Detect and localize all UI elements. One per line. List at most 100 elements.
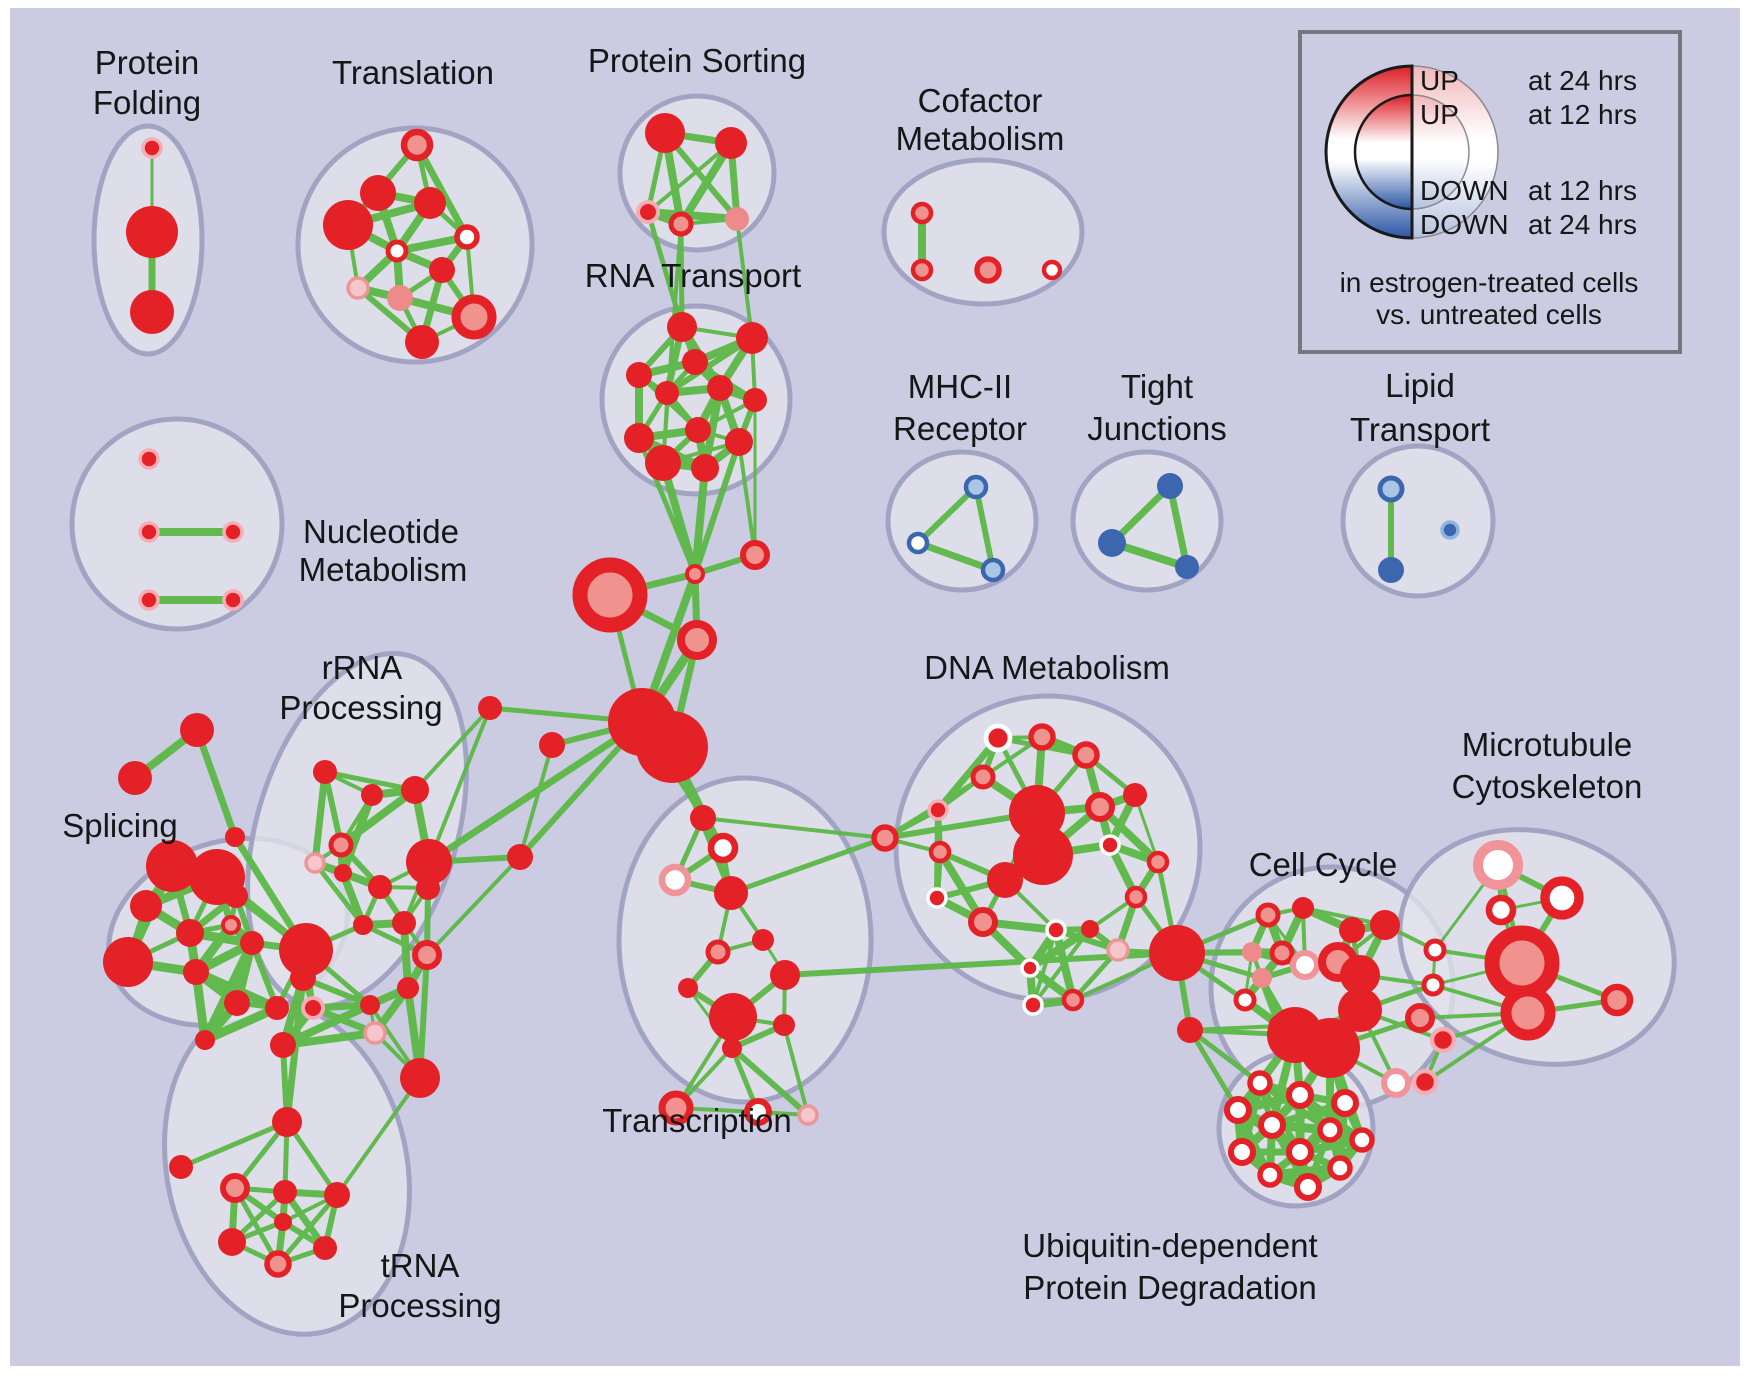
node-mt3[interactable] <box>1485 894 1517 926</box>
node-rr5[interactable] <box>304 852 326 874</box>
node-cc7[interactable] <box>1290 950 1320 980</box>
node-tp3[interactable] <box>324 1182 350 1208</box>
node-m2[interactable] <box>906 531 930 555</box>
node-tx6[interactable] <box>705 939 731 965</box>
node-f2[interactable] <box>1411 1068 1439 1096</box>
node-m1[interactable] <box>963 474 989 500</box>
node-dn10[interactable] <box>1013 825 1073 885</box>
node-dn14[interactable] <box>926 887 948 909</box>
node-t2[interactable] <box>1098 529 1126 557</box>
node-sp3[interactable] <box>130 890 162 922</box>
node-cc3[interactable] <box>1339 917 1365 943</box>
node-rt12[interactable] <box>691 454 719 482</box>
node-l3[interactable] <box>1440 520 1460 540</box>
node-cc5[interactable] <box>1242 942 1262 962</box>
node-tp2[interactable] <box>273 1180 297 1204</box>
node-ch1[interactable] <box>272 1107 302 1137</box>
node-cc13[interactable] <box>1338 988 1382 1032</box>
node-rt11[interactable] <box>645 445 681 481</box>
node-ps1[interactable] <box>645 113 685 153</box>
node-dn3[interactable] <box>1072 741 1100 769</box>
node-dn15[interactable] <box>968 907 998 937</box>
node-rr2[interactable] <box>361 784 383 806</box>
node-tl3[interactable] <box>414 187 446 219</box>
node-tl1[interactable] <box>400 128 434 162</box>
node-tl5[interactable] <box>454 224 480 250</box>
node-dn17[interactable] <box>1124 885 1148 909</box>
node-tx8[interactable] <box>709 993 757 1041</box>
node-tl11[interactable] <box>405 325 439 359</box>
node-ps2[interactable] <box>715 127 747 159</box>
node-tx10[interactable] <box>773 1014 795 1036</box>
node-mt4[interactable] <box>1423 938 1447 962</box>
node-rr10[interactable] <box>392 911 416 935</box>
node-mt5[interactable] <box>1421 973 1445 997</box>
node-nm5[interactable] <box>222 589 244 611</box>
node-c3[interactable] <box>572 557 648 633</box>
node-tx14[interactable] <box>797 1104 819 1126</box>
node-rr1[interactable] <box>313 760 337 784</box>
node-ps3[interactable] <box>636 200 660 224</box>
node-dn4[interactable] <box>970 764 996 790</box>
node-rr16[interactable] <box>290 965 316 991</box>
node-cf2[interactable] <box>910 258 934 282</box>
node-sp8[interactable] <box>221 915 241 935</box>
node-tx12[interactable] <box>658 1090 694 1126</box>
node-rt5[interactable] <box>655 381 679 405</box>
node-cc6[interactable] <box>1269 940 1295 966</box>
node-dn12[interactable] <box>1099 834 1121 856</box>
node-rt6[interactable] <box>707 375 733 401</box>
node-mt8[interactable] <box>1600 983 1634 1017</box>
node-rr11[interactable] <box>412 940 442 970</box>
node-tl7[interactable] <box>429 257 455 283</box>
node-rt2[interactable] <box>736 322 768 354</box>
node-sp7[interactable] <box>224 884 248 908</box>
node-dn18[interactable] <box>1020 958 1040 978</box>
node-dn2[interactable] <box>1028 723 1056 751</box>
node-c2[interactable] <box>740 540 770 570</box>
node-dn20[interactable] <box>1022 994 1044 1016</box>
node-c4[interactable] <box>677 620 717 660</box>
node-sA[interactable] <box>180 713 214 747</box>
node-ub2[interactable] <box>1285 1080 1315 1110</box>
node-tl6[interactable] <box>385 239 409 263</box>
node-tx5[interactable] <box>752 929 774 951</box>
node-cc1[interactable] <box>1255 902 1281 928</box>
node-rr17[interactable] <box>301 996 325 1020</box>
node-ub9[interactable] <box>1285 1137 1315 1167</box>
node-rr19[interactable] <box>363 1021 387 1045</box>
node-cf4[interactable] <box>1041 259 1063 281</box>
node-tl10[interactable] <box>451 294 497 340</box>
node-tp6[interactable] <box>264 1250 292 1278</box>
node-t3[interactable] <box>1175 555 1199 579</box>
node-dn16[interactable] <box>1045 919 1067 941</box>
node-ub7[interactable] <box>1349 1127 1375 1153</box>
node-rr20[interactable] <box>400 1058 440 1098</box>
node-rt7[interactable] <box>743 388 767 412</box>
node-lb1[interactable] <box>539 732 565 758</box>
node-ub10[interactable] <box>1327 1155 1353 1181</box>
node-cc15[interactable] <box>1300 1018 1360 1078</box>
node-sC[interactable] <box>225 827 245 847</box>
node-rr4[interactable] <box>328 832 354 858</box>
node-tx9[interactable] <box>770 960 800 990</box>
node-pf2[interactable] <box>126 206 178 258</box>
node-rr18[interactable] <box>270 1032 296 1058</box>
node-mt9[interactable] <box>1405 1003 1435 1033</box>
node-ps4[interactable] <box>668 211 694 237</box>
node-dn1[interactable] <box>983 723 1013 753</box>
node-sp5[interactable] <box>103 937 153 987</box>
node-ub4[interactable] <box>1330 1088 1360 1118</box>
node-rt1[interactable] <box>667 312 697 342</box>
node-pf1[interactable] <box>141 137 163 159</box>
node-ub6[interactable] <box>1317 1117 1343 1143</box>
node-nm3[interactable] <box>222 521 244 543</box>
node-sp4[interactable] <box>176 919 204 947</box>
node-txc[interactable] <box>871 824 899 852</box>
node-l2[interactable] <box>1378 557 1404 583</box>
node-dn7[interactable] <box>1123 783 1147 807</box>
node-sp1[interactable] <box>146 840 198 892</box>
node-rr12[interactable] <box>397 977 419 999</box>
node-sp11[interactable] <box>265 996 289 1020</box>
node-cc10[interactable] <box>1252 968 1272 988</box>
